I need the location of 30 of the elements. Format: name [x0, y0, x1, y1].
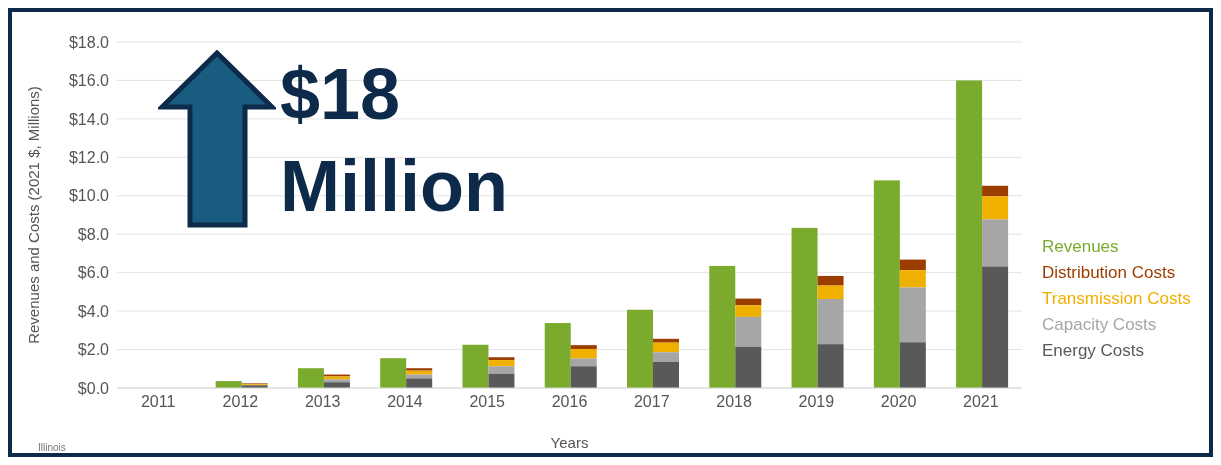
- x-tick-label: 2014: [387, 393, 423, 411]
- text: Capacity Costs: [1042, 314, 1158, 336]
- y-tick-label: $4.0: [77, 302, 110, 320]
- y-tick-label: $8.0: [77, 225, 110, 243]
- y-tick-label: $10.0: [68, 187, 110, 205]
- y-tick-label: $18.0: [68, 33, 110, 51]
- y-axis-title: Revenues and Costs (2021 $, Millions): [25, 86, 43, 344]
- text: Revenues: [1042, 236, 1120, 258]
- text: Illinois: [38, 442, 66, 453]
- x-tick-label: 2017: [633, 393, 670, 411]
- x-tick-label: 2020: [880, 393, 917, 411]
- x-tick-label: 2016: [551, 393, 588, 411]
- annotation: $18 Million: [280, 53, 509, 228]
- x-tick-label: 2019: [798, 393, 835, 411]
- x-tick-label: 2018: [716, 393, 752, 411]
- x-tick-label: 2015: [469, 393, 506, 411]
- x-tick-label: 2013: [304, 393, 341, 411]
- text: Distribution Costs: [1042, 262, 1177, 284]
- y-tick-label: $12.0: [68, 149, 110, 167]
- text: Transmission Costs: [1042, 288, 1191, 310]
- series-label: Energy Costs: [1042, 340, 1146, 362]
- y-tick-label: $2.0: [77, 341, 110, 359]
- x-tick-label: 2012: [222, 393, 259, 411]
- x-axis-title: Years: [550, 434, 589, 451]
- y-tick-label: $0.0: [77, 379, 110, 397]
- y-tick-label: $6.0: [77, 264, 110, 282]
- x-tick-label: 2021: [963, 393, 999, 411]
- y-tick-label: $14.0: [68, 110, 110, 128]
- y-tick-label: $16.0: [68, 72, 110, 90]
- x-tick-label: 2011: [140, 393, 176, 411]
